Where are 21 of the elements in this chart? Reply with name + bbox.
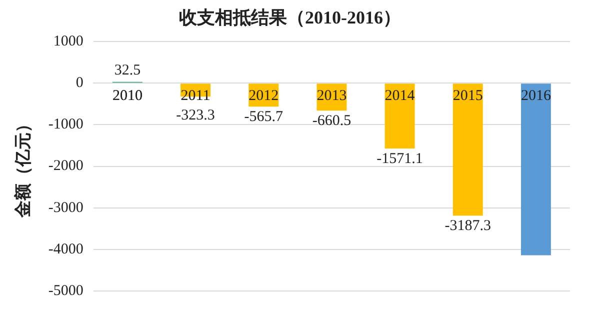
y-tick-label: -3000 — [48, 200, 84, 216]
data-label: -1571.1 — [376, 150, 423, 167]
y-axis-title: 金额（亿元） — [14, 115, 33, 218]
chart-title: 收支相抵结果（2010-2016） — [179, 7, 401, 28]
y-tick-label: 0 — [76, 75, 84, 92]
data-label: -3187.3 — [444, 218, 491, 234]
data-label: -660.5 — [312, 113, 352, 130]
data-label: -565.7 — [244, 109, 284, 126]
x-tick-label: 2015 — [452, 88, 483, 104]
data-label: 32.5 — [114, 62, 141, 78]
x-tick-label: 2016 — [520, 88, 552, 104]
x-tick-label: 2010 — [112, 88, 142, 104]
x-tick-label: 2013 — [316, 88, 347, 104]
x-tick-label: 2012 — [248, 88, 279, 104]
y-tick-label: 1000 — [53, 34, 84, 50]
y-tick-label: -5000 — [48, 282, 84, 299]
data-label: -323.3 — [176, 108, 215, 124]
y-tick-label: -2000 — [48, 158, 84, 174]
y-tick-label: -4000 — [48, 241, 84, 258]
x-tick-label: 2014 — [384, 88, 416, 104]
y-tick-label: -1000 — [48, 116, 84, 133]
